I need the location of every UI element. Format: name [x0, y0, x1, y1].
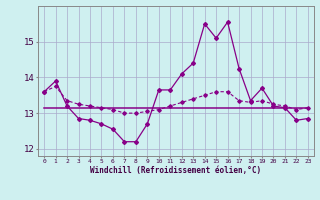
X-axis label: Windchill (Refroidissement éolien,°C): Windchill (Refroidissement éolien,°C)	[91, 166, 261, 175]
